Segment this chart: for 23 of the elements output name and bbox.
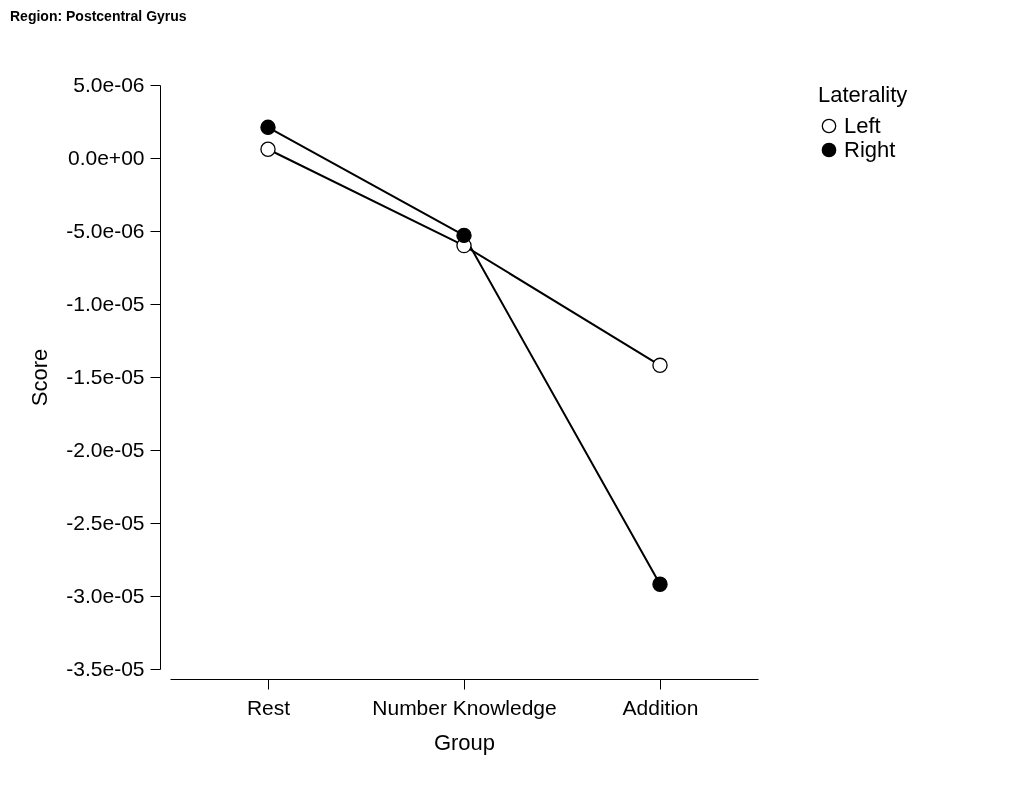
legend-label: Left xyxy=(844,113,881,138)
x-tick-label: Rest xyxy=(246,695,291,719)
y-axis-title: Score xyxy=(27,348,53,407)
y-tick-label: 0.0e+00 xyxy=(68,145,145,169)
y-tick-label: -2.5e-05 xyxy=(66,510,145,534)
y-tick-label: 5.0e-06 xyxy=(73,72,145,96)
y-tick-label: -5.0e-06 xyxy=(66,218,145,242)
legend-title: Laterality xyxy=(818,82,908,107)
x-tick-label: Addition xyxy=(622,695,699,719)
legend-label: Right xyxy=(844,137,896,162)
point xyxy=(260,141,276,157)
x-axis-title: Group xyxy=(433,729,496,755)
point xyxy=(652,576,668,593)
point xyxy=(456,227,472,244)
y-tick-label: -3.5e-05 xyxy=(66,656,145,680)
y-tick-label: -1.0e-05 xyxy=(66,291,145,315)
point xyxy=(652,357,668,374)
x-tick-label: Number Knowledge xyxy=(372,695,557,719)
y-tick-label: -1.5e-05 xyxy=(66,364,145,388)
y-tick-label: -3.0e-05 xyxy=(66,583,145,607)
point xyxy=(260,119,276,136)
chart-title: Region: Postcentral Gyrus xyxy=(10,8,187,24)
y-tick-label: -2.0e-05 xyxy=(66,437,145,461)
